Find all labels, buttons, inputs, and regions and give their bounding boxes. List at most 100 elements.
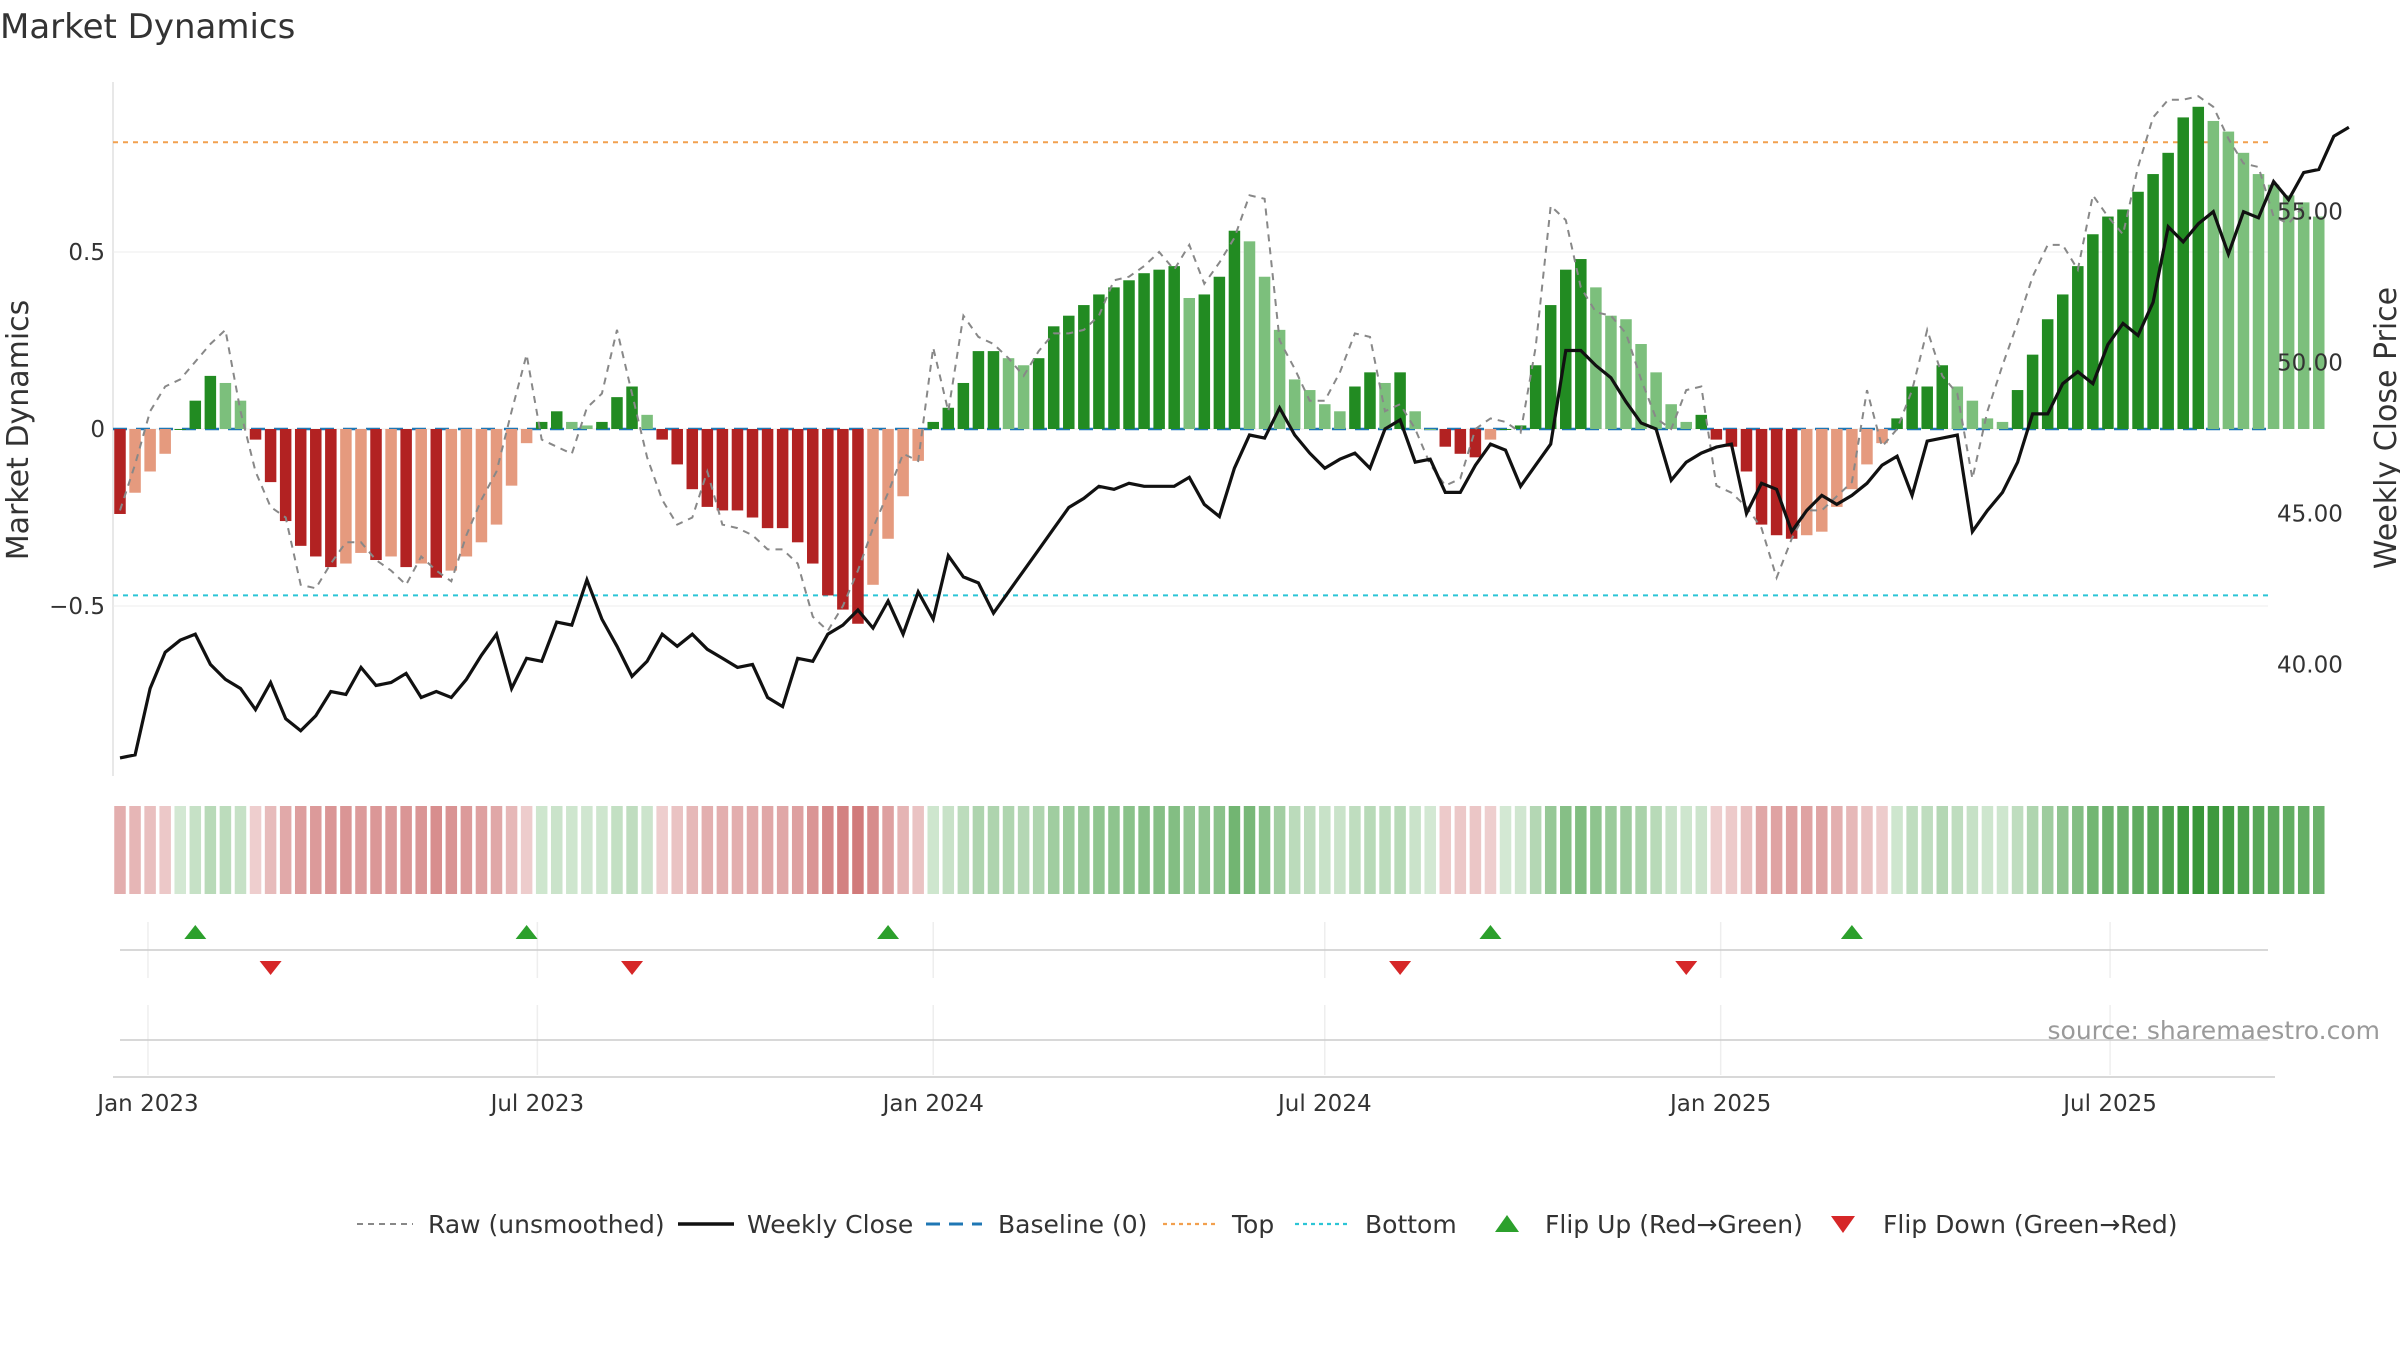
legend-label: Top (1231, 1210, 1274, 1239)
histogram-bar (1319, 404, 1331, 429)
histogram-bar (355, 429, 367, 553)
histogram-bar (1349, 386, 1361, 429)
histogram-bar (1379, 382, 1391, 429)
histogram-bar (1454, 429, 1467, 454)
histogram-bar (1680, 421, 1692, 429)
regime-cell (340, 806, 352, 894)
regime-cell (204, 806, 217, 894)
flip-down-marker (621, 961, 644, 975)
histogram-bar (686, 429, 699, 490)
regime-cell (430, 806, 443, 894)
flip-down-marker (1675, 961, 1698, 975)
histogram-bar (1153, 269, 1165, 429)
flip-up-marker (515, 925, 538, 939)
histogram-bar (1032, 358, 1045, 429)
histogram-bar (1936, 365, 1949, 429)
regime-cell (1996, 806, 2009, 894)
regime-cell (822, 806, 834, 894)
histogram-bar (1966, 400, 1979, 429)
regime-cell (641, 806, 653, 894)
regime-cell (385, 806, 397, 894)
histogram-bar (1650, 372, 1662, 429)
regime-cell (867, 806, 879, 894)
regime-cell (174, 806, 186, 894)
histogram-bar (1800, 429, 1813, 536)
histogram-bar (1620, 319, 1632, 429)
regime-cell (1846, 806, 1858, 894)
histogram-bar (2313, 216, 2325, 429)
histogram-bar (1846, 429, 1858, 490)
histogram-bar (1710, 429, 1723, 440)
histogram-bar (1047, 326, 1060, 429)
histogram-bar (1484, 429, 1497, 440)
regime-cell (596, 806, 608, 894)
regime-cell (2282, 806, 2295, 894)
regime-cell (626, 806, 638, 894)
legend-label: Weekly Close (747, 1210, 913, 1239)
regime-cell (1695, 806, 1708, 894)
right-tick-label: 45.00 (2277, 501, 2343, 527)
histogram-bar (2117, 209, 2129, 429)
regime-cell (2192, 806, 2205, 894)
regime-cell (1454, 806, 1467, 894)
histogram-bar (566, 421, 578, 429)
histogram-bar (1695, 414, 1708, 429)
histogram-bar (159, 429, 171, 454)
regime-cell (159, 806, 171, 894)
histogram-bar (219, 382, 232, 429)
histogram-bar (1439, 429, 1452, 447)
histogram-bar (2222, 131, 2235, 430)
histogram-bar (761, 429, 774, 529)
regime-cell (1288, 806, 1301, 894)
regime-cell (1078, 806, 1090, 894)
histogram-bar (1228, 230, 1241, 429)
regime-cell (234, 806, 247, 894)
histogram-bar (942, 407, 955, 429)
regime-cell (776, 806, 789, 894)
histogram-bar (174, 429, 186, 430)
histogram-bar (2011, 390, 2024, 429)
regime-cell (716, 806, 729, 894)
histogram-bar (2026, 354, 2039, 429)
regime-cell (1981, 806, 1994, 894)
histogram-bar (1168, 266, 1180, 429)
regime-cell (2132, 806, 2144, 894)
regime-cell (520, 806, 533, 894)
histogram-bar (716, 429, 729, 511)
histogram-bar (294, 429, 307, 546)
regime-strip (114, 806, 2325, 894)
regime-cell (129, 806, 141, 894)
regime-cell (837, 806, 849, 894)
histogram-bar (430, 429, 443, 578)
histogram-bar (2192, 106, 2205, 430)
regime-cell (279, 806, 292, 894)
histogram-bar (325, 429, 337, 568)
legend-label: Flip Down (Green→Red) (1883, 1210, 2178, 1239)
histogram-bar (2072, 266, 2084, 429)
main-panel: 0.5 0 −0.5 55.00 50.00 45.00 40.00 Market Dyn… (1, 82, 2400, 776)
histogram-bar (2162, 152, 2174, 429)
histogram-bar (1093, 294, 1105, 429)
regime-cell (460, 806, 473, 894)
histogram-bar (1529, 365, 1542, 429)
histogram-bar (1665, 404, 1677, 429)
histogram-bar (129, 429, 141, 493)
regime-cell (942, 806, 955, 894)
regime-cell (2056, 806, 2069, 894)
regime-cell (1334, 806, 1346, 894)
regime-cell (445, 806, 458, 894)
histogram-bars (114, 106, 2325, 624)
regime-cell (1273, 806, 1286, 894)
regime-cell (882, 806, 894, 894)
histogram-bar (626, 386, 638, 429)
regime-cell (1213, 806, 1226, 894)
regime-cell (1529, 806, 1542, 894)
regime-cell (294, 806, 307, 894)
regime-cell (1605, 806, 1617, 894)
regime-cell (310, 806, 322, 894)
regime-cell (475, 806, 488, 894)
regime-cell (1424, 806, 1436, 894)
regime-cell (1544, 806, 1557, 894)
histogram-bar (400, 429, 412, 568)
x-tick-label: Jan 2024 (881, 1091, 984, 1117)
